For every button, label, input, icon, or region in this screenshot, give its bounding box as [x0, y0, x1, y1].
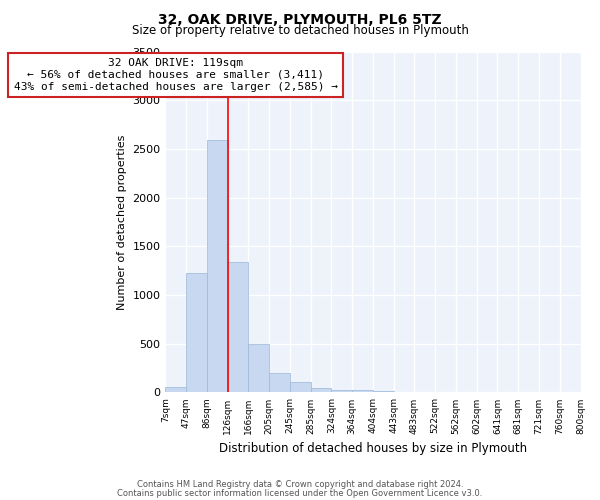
Bar [227, 262, 248, 392]
Bar [311, 388, 331, 392]
Bar [331, 390, 352, 392]
Y-axis label: Number of detached properties: Number of detached properties [117, 134, 127, 310]
Bar [269, 373, 290, 392]
Text: Size of property relative to detached houses in Plymouth: Size of property relative to detached ho… [131, 24, 469, 37]
Bar [186, 272, 207, 392]
Text: 32, OAK DRIVE, PLYMOUTH, PL6 5TZ: 32, OAK DRIVE, PLYMOUTH, PL6 5TZ [158, 12, 442, 26]
X-axis label: Distribution of detached houses by size in Plymouth: Distribution of detached houses by size … [219, 442, 527, 455]
Bar [290, 382, 311, 392]
Bar [166, 387, 186, 392]
Text: Contains public sector information licensed under the Open Government Licence v3: Contains public sector information licen… [118, 488, 482, 498]
Bar [352, 390, 373, 392]
Bar [207, 140, 227, 392]
Text: 32 OAK DRIVE: 119sqm
← 56% of detached houses are smaller (3,411)
43% of semi-de: 32 OAK DRIVE: 119sqm ← 56% of detached h… [14, 58, 338, 92]
Bar [248, 344, 269, 392]
Text: Contains HM Land Registry data © Crown copyright and database right 2024.: Contains HM Land Registry data © Crown c… [137, 480, 463, 489]
